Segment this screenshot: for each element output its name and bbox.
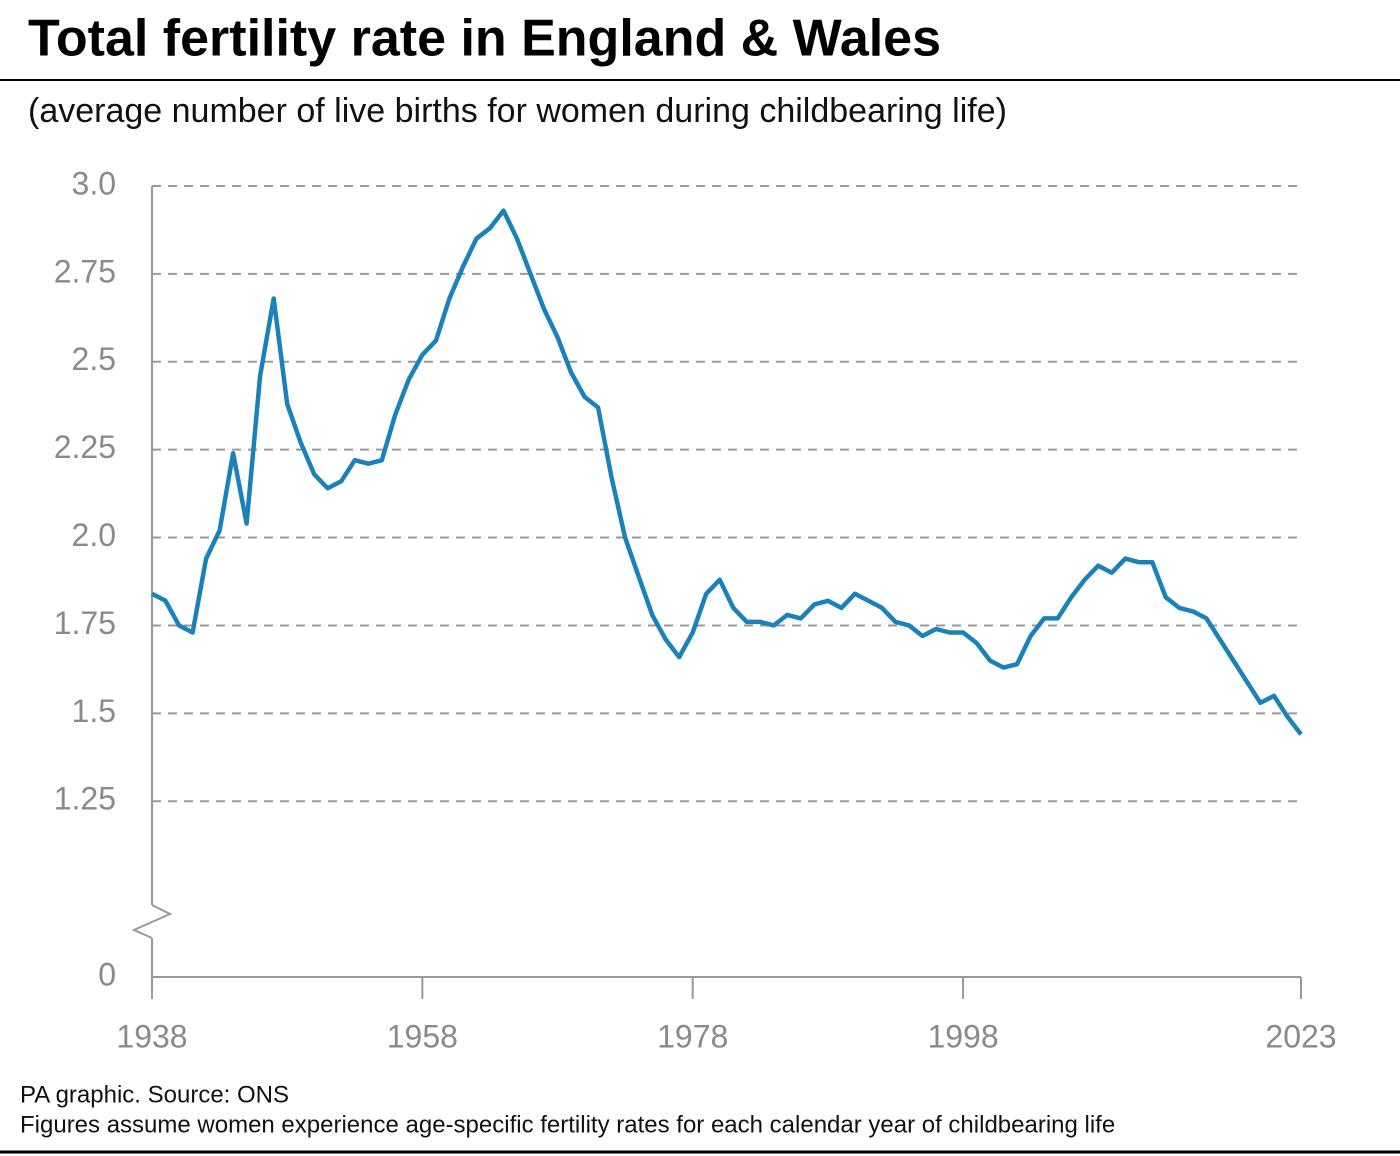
y-tick-label: 1.75: [54, 605, 116, 641]
y-tick-label: 3.0: [72, 165, 116, 201]
chart-title: Total fertility rate in England & Wales: [28, 10, 941, 68]
x-tick-label: 1998: [927, 1018, 998, 1054]
note: Figures assume women experience age-spec…: [20, 1111, 1115, 1138]
x-tick-label: 1958: [387, 1018, 458, 1054]
y-tick-label: 1.5: [72, 693, 116, 729]
axis-break: [131, 904, 173, 939]
y-tick-label: 2.5: [72, 341, 116, 377]
y-tick-label: 2.25: [54, 429, 116, 465]
y-tick-label: 2.0: [72, 517, 116, 553]
y-tick-label: 2.75: [54, 253, 116, 289]
y-tick-label: 0: [98, 956, 116, 992]
source: PA graphic. Source: ONS: [20, 1081, 289, 1108]
data-line: [150, 208, 1303, 736]
x-tick-label: 1978: [657, 1018, 728, 1054]
x-tick-label: 1938: [116, 1018, 187, 1054]
x-tick-label: 2023: [1265, 1018, 1336, 1054]
chart-subtitle: (average number of live births for women…: [28, 92, 1007, 130]
y-tick-label: 1.25: [54, 781, 116, 817]
